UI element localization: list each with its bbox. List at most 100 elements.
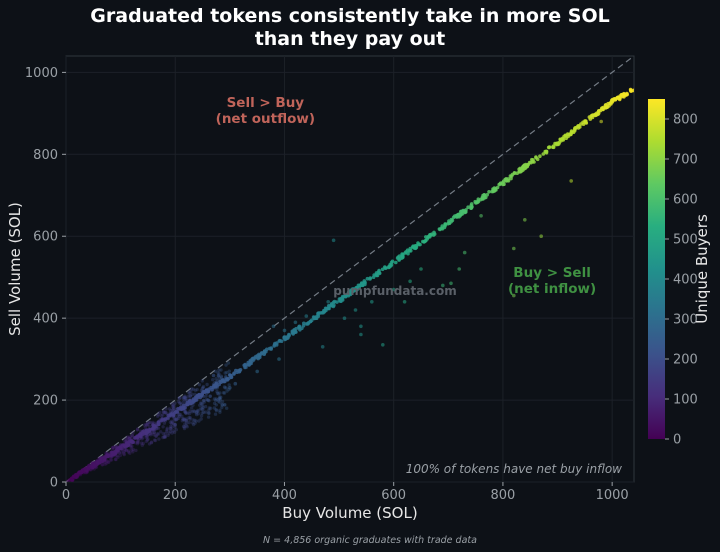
data-point — [201, 407, 205, 412]
data-point — [136, 440, 140, 445]
data-point — [200, 379, 204, 383]
data-point — [463, 210, 468, 214]
data-point — [207, 411, 211, 415]
data-point — [113, 457, 118, 462]
data-point — [161, 425, 165, 429]
data-point — [457, 267, 462, 271]
data-point — [221, 391, 226, 395]
data-point — [160, 417, 164, 421]
data-point — [104, 461, 109, 465]
data-point — [430, 232, 434, 236]
data-point — [599, 119, 603, 124]
data-point — [109, 458, 114, 462]
y-tick-label: 0 — [50, 476, 58, 491]
data-point — [148, 420, 152, 425]
data-point — [177, 396, 181, 401]
data-point — [206, 398, 210, 402]
data-point — [305, 322, 310, 326]
colorbar-tick-label: 0 — [673, 433, 681, 448]
data-point — [200, 404, 204, 409]
data-point — [223, 386, 227, 390]
data-point — [165, 429, 169, 434]
data-point — [302, 321, 306, 326]
data-point — [342, 316, 347, 321]
data-point — [168, 424, 173, 429]
data-point — [218, 396, 222, 401]
data-point — [159, 414, 163, 418]
data-point — [124, 448, 128, 452]
data-point — [114, 457, 118, 462]
data-point — [216, 398, 220, 402]
data-point — [396, 255, 401, 259]
data-point — [282, 328, 287, 333]
data-point — [163, 432, 167, 436]
data-point — [135, 440, 140, 444]
data-point — [152, 426, 156, 430]
data-point — [183, 422, 187, 426]
data-point — [167, 431, 171, 435]
data-point — [224, 363, 228, 367]
data-point — [193, 418, 197, 422]
data-point — [555, 141, 560, 145]
data-point — [401, 252, 405, 257]
data-point — [178, 412, 182, 417]
data-point — [150, 430, 154, 434]
colorbar-tick-label: 700 — [673, 153, 698, 168]
data-point — [193, 388, 198, 392]
data-point — [181, 400, 186, 404]
data-point — [195, 387, 199, 392]
colorbar-label: Unique Buyers — [693, 214, 711, 324]
data-point — [191, 409, 196, 413]
data-point — [217, 396, 221, 400]
data-point — [212, 401, 217, 406]
data-point — [101, 462, 105, 467]
data-point — [365, 276, 370, 281]
data-point — [316, 311, 320, 316]
data-point — [125, 444, 129, 448]
data-point — [226, 361, 231, 365]
data-point — [551, 145, 555, 149]
data-point — [130, 433, 135, 438]
data-point — [213, 385, 218, 389]
data-point — [200, 407, 204, 411]
data-point — [152, 433, 156, 437]
data-point — [156, 432, 161, 436]
data-point — [174, 428, 178, 432]
data-point — [190, 410, 194, 414]
data-point — [154, 434, 158, 438]
data-point — [250, 356, 255, 361]
data-point — [469, 202, 474, 206]
data-point — [399, 256, 404, 261]
data-point — [126, 436, 130, 440]
data-point — [191, 422, 196, 427]
data-point — [529, 160, 533, 165]
data-point — [100, 463, 104, 467]
data-point — [590, 115, 595, 120]
data-point — [310, 318, 314, 323]
data-point — [187, 391, 191, 395]
data-point — [563, 133, 568, 138]
data-point — [187, 415, 191, 420]
data-point — [197, 419, 201, 423]
y-tick-label: 200 — [33, 394, 58, 409]
data-point — [170, 419, 174, 423]
data-point — [377, 271, 382, 276]
annotations: Sell > Buy(net outflow) Buy > Sell(net in… — [216, 95, 597, 297]
data-point — [116, 455, 120, 459]
data-point — [381, 343, 385, 347]
data-point — [124, 438, 129, 442]
data-point — [509, 174, 514, 178]
data-point — [203, 404, 208, 409]
data-point — [359, 332, 363, 337]
data-point — [437, 227, 442, 231]
data-point — [357, 285, 362, 290]
footnote: N = 4,856 organic graduates with trade d… — [263, 535, 477, 546]
data-point — [351, 289, 355, 294]
data-point — [80, 469, 84, 473]
data-point — [443, 222, 448, 226]
data-point — [200, 411, 204, 415]
data-point — [186, 395, 190, 399]
data-point — [182, 425, 186, 429]
data-point — [124, 448, 129, 452]
data-point — [194, 412, 199, 417]
